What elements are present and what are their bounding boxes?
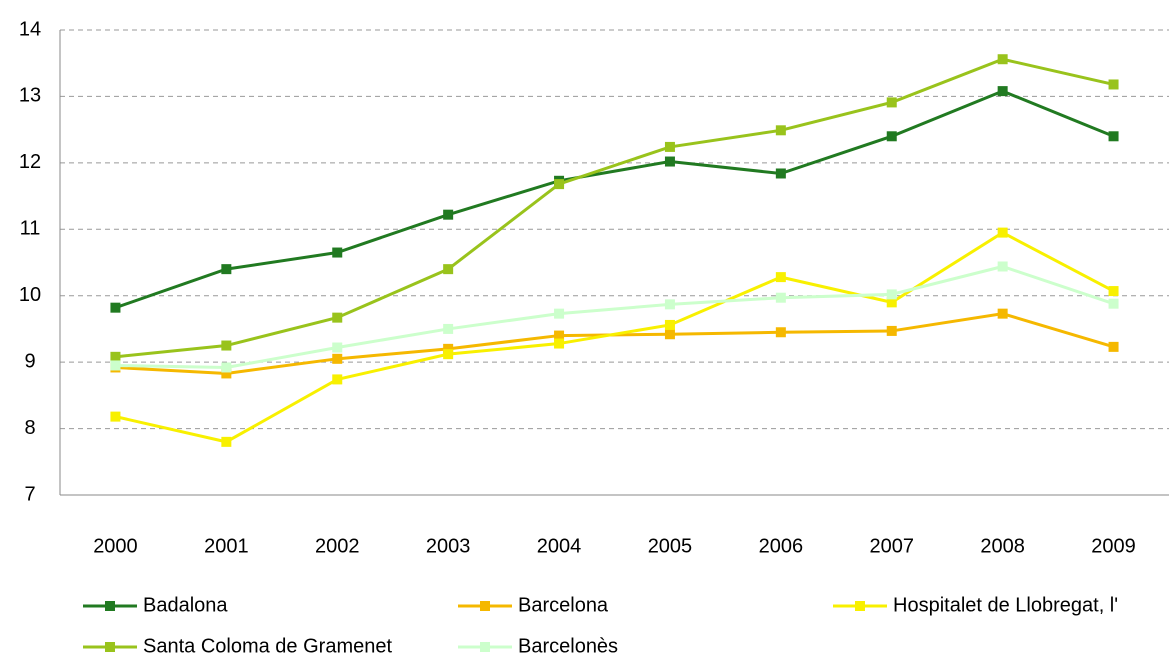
data-point [332, 342, 343, 353]
data-point [1108, 131, 1119, 142]
legend-marker [105, 642, 115, 652]
y-tick-label: 11 [20, 218, 41, 240]
data-point [997, 227, 1008, 238]
data-point [332, 312, 343, 323]
data-point [443, 349, 454, 360]
y-tick-label: 13 [19, 85, 41, 107]
series-line [115, 312, 1114, 375]
data-point [443, 323, 454, 334]
y-tick-label: 12 [19, 151, 41, 173]
x-tick-label: 2000 [93, 535, 138, 557]
legend-label: Barcelonès [518, 635, 618, 657]
data-point [997, 308, 1008, 319]
data-point [443, 209, 454, 220]
legend-label: Badalona [143, 594, 228, 616]
series-line [115, 264, 1115, 369]
data-point [1108, 286, 1119, 297]
x-tick-label: 2004 [537, 535, 582, 557]
y-tick-label: 8 [24, 417, 35, 439]
data-point [664, 141, 675, 152]
data-point [443, 264, 454, 275]
data-point [997, 54, 1008, 65]
x-tick-label: 2007 [870, 535, 915, 557]
x-tick-label: 2008 [980, 535, 1025, 557]
legend-marker [855, 601, 865, 611]
legend-label: Hospitalet de Llobregat, l' [893, 594, 1118, 616]
data-point [332, 247, 343, 258]
x-tick-label: 2006 [759, 535, 804, 557]
data-point [664, 299, 675, 310]
data-point [664, 319, 675, 330]
data-point [332, 374, 343, 385]
legend-marker [105, 601, 115, 611]
data-point [443, 343, 454, 354]
data-point [221, 264, 232, 275]
x-tick-label: 2001 [204, 535, 249, 557]
data-point [775, 125, 786, 136]
data-point [110, 351, 121, 362]
y-tick-label: 10 [19, 284, 41, 306]
data-point [1108, 79, 1119, 90]
legend-marker [480, 642, 490, 652]
data-point [221, 368, 232, 379]
data-point [775, 327, 786, 338]
data-point [110, 411, 121, 422]
data-point [554, 308, 565, 319]
legend-label: Barcelona [518, 594, 609, 616]
data-point [886, 325, 897, 336]
data-point [332, 353, 343, 364]
data-point [110, 302, 121, 313]
x-tick-label: 2002 [315, 535, 360, 557]
x-tick-label: 2009 [1091, 535, 1136, 557]
data-point [554, 338, 565, 349]
data-point [1108, 341, 1119, 352]
data-point [775, 168, 786, 179]
data-point [886, 289, 897, 300]
data-point [554, 179, 565, 190]
data-point [886, 97, 897, 108]
y-tick-label: 14 [19, 18, 41, 40]
data-point [664, 156, 675, 167]
y-tick-label: 9 [24, 350, 35, 372]
data-point [997, 86, 1008, 97]
data-point [775, 272, 786, 283]
legend-label: Santa Coloma de Gramenet [143, 635, 392, 657]
data-point [110, 360, 121, 371]
data-point [664, 329, 675, 340]
legend-marker [480, 601, 490, 611]
x-tick-label: 2005 [648, 535, 693, 557]
data-point [221, 362, 232, 373]
y-tick-label: 7 [24, 483, 35, 505]
data-point [886, 131, 897, 142]
data-point [775, 292, 786, 303]
x-tick-label: 2003 [426, 535, 471, 557]
data-point [221, 436, 232, 447]
data-point [554, 330, 565, 341]
data-point [221, 340, 232, 351]
series-line [115, 230, 1115, 444]
data-point [886, 297, 897, 308]
data-point [1108, 298, 1119, 309]
series-line [115, 57, 1114, 359]
series-line [114, 89, 1115, 310]
data-point [997, 261, 1008, 272]
